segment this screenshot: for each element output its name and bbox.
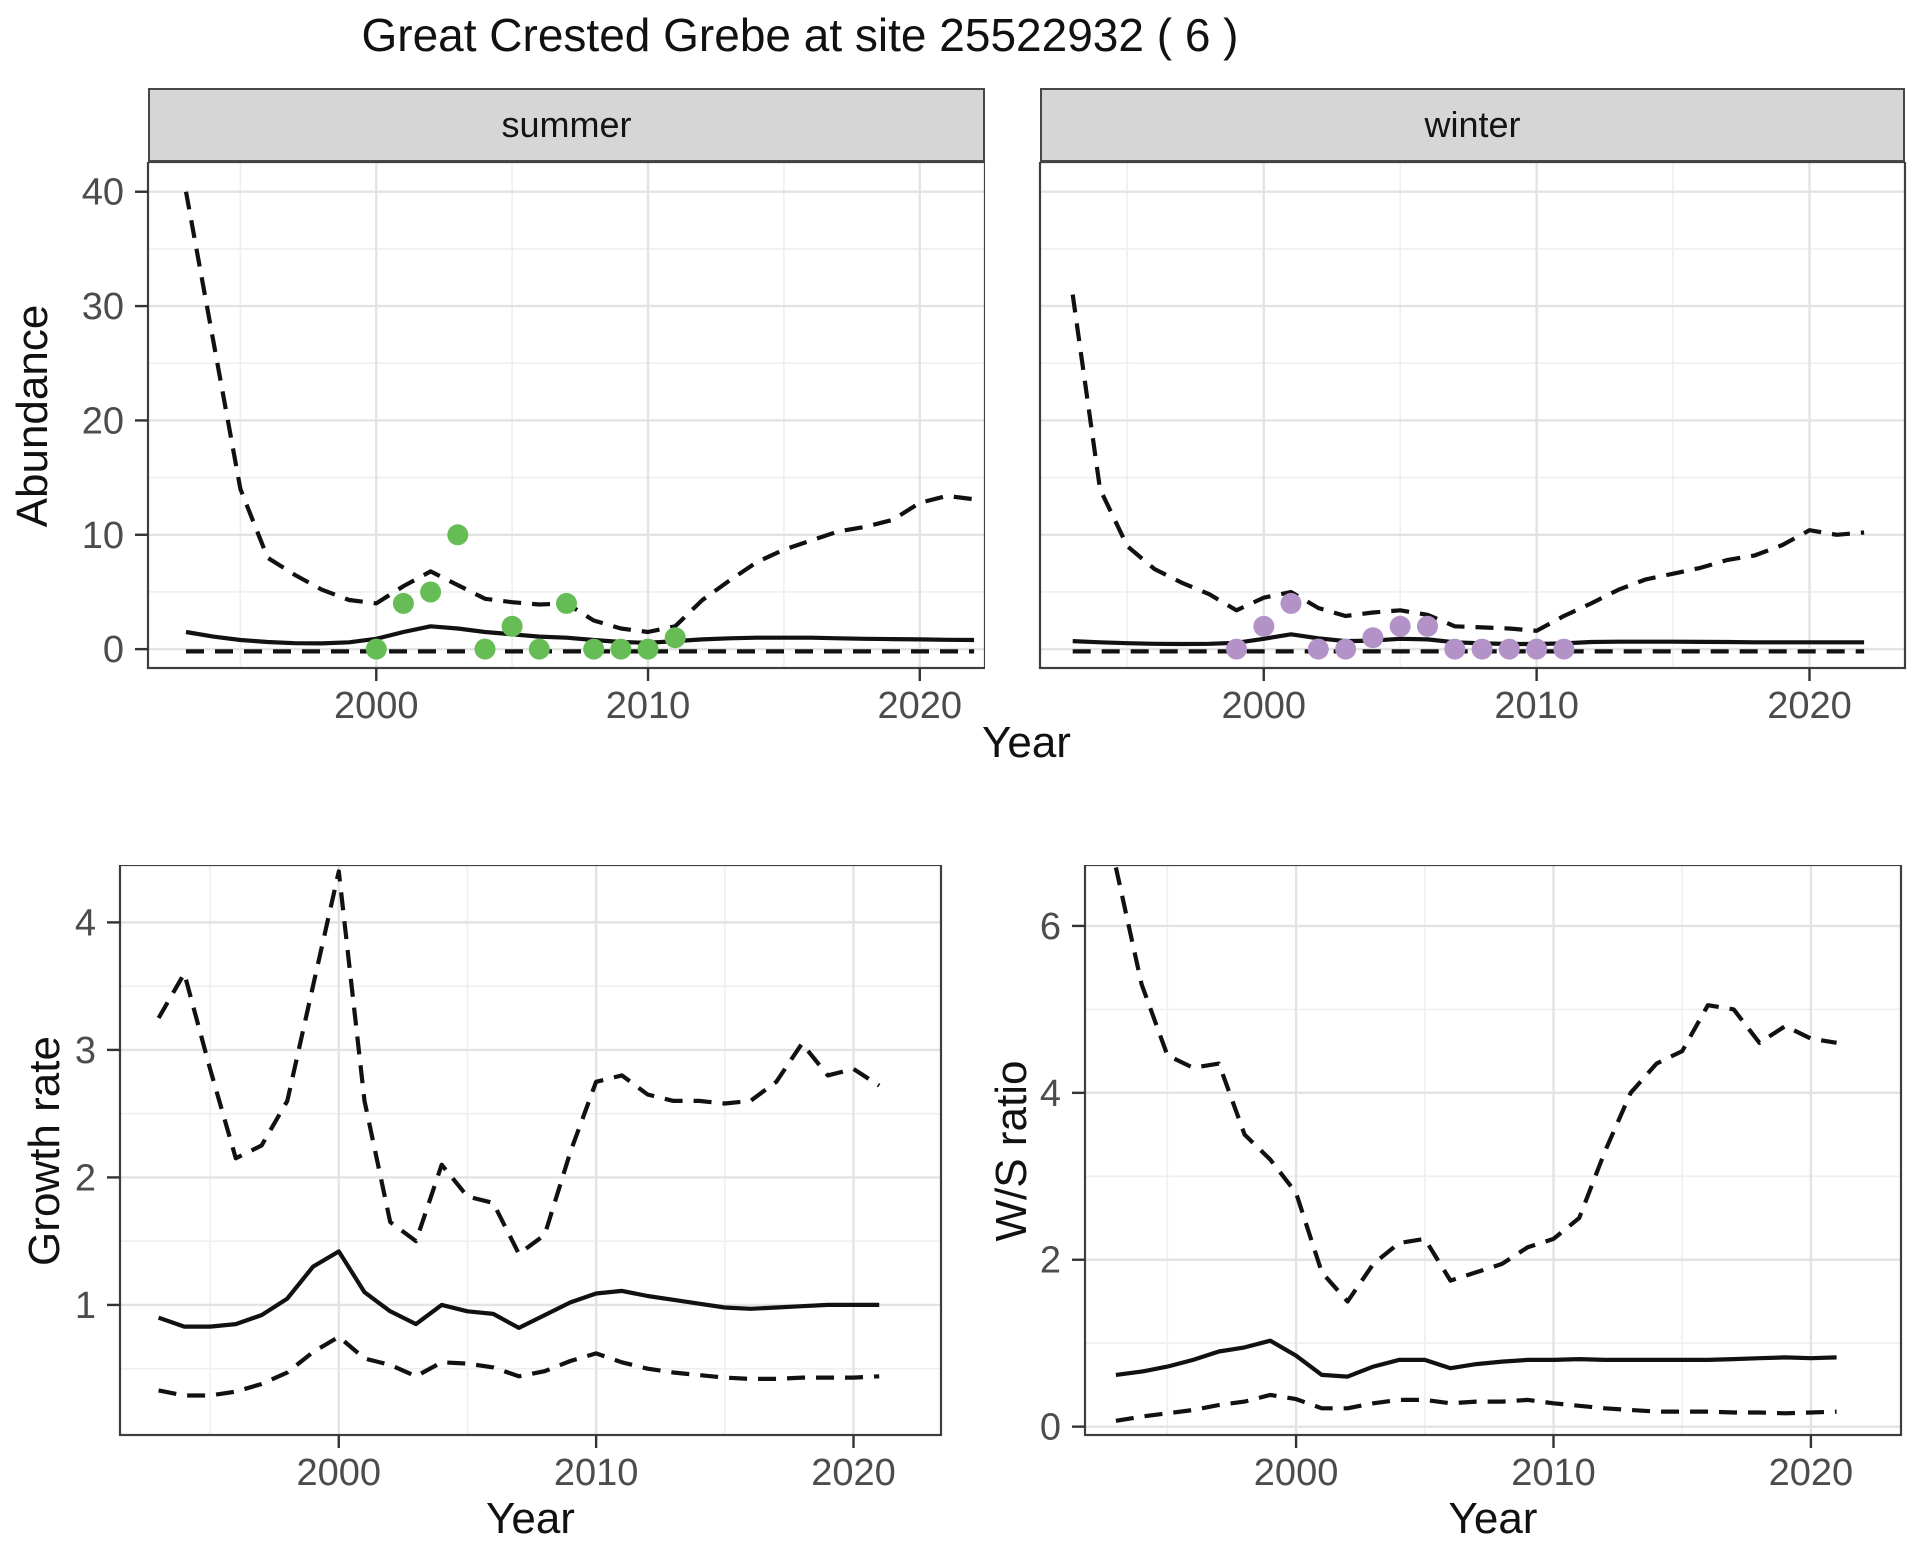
observation-point [1389, 615, 1411, 637]
series-median-solid-line [1115, 1338, 1837, 1379]
panel-abundance-summer: 2000 2010 2020 0 10 20 30 40 [82, 162, 985, 727]
panel-growth-rate: 2000 2010 2020 1 2 3 4 [75, 865, 943, 1494]
series-upper-credible-dashed-line [156, 869, 881, 1256]
observation-point [420, 581, 442, 603]
series-median-solid-line [157, 1249, 880, 1330]
x-axis-title-growth-rate: Year [486, 1494, 575, 1543]
y-tick-label: 0 [1040, 1407, 1061, 1449]
x-tick-label: 2010 [606, 685, 691, 727]
observation-point [528, 638, 550, 660]
x-tick-label: 2020 [811, 1452, 896, 1494]
x-axis-title-ws-ratio: Year [1448, 1494, 1538, 1543]
x-axis-title-abundance: Year [982, 718, 1071, 767]
x-tick-label: 2000 [1221, 685, 1306, 727]
series-median-solid-line [1072, 632, 1865, 647]
x-tick-label: 2000 [334, 685, 419, 727]
series-lower-credible-dashed-line [158, 1334, 880, 1398]
facet-strip-summer-label: summer [501, 104, 632, 145]
x-tick-label: 2010 [1511, 1452, 1596, 1494]
observation-point [583, 638, 605, 660]
observation-point [501, 615, 523, 637]
observation-point [1335, 638, 1357, 660]
observation-point [1307, 638, 1329, 660]
observation-point [474, 638, 496, 660]
observation-point [1498, 638, 1520, 660]
panel-border [146, 162, 985, 670]
facet-strip-winter-label: winter [1424, 104, 1521, 145]
x-tick-label: 2020 [878, 685, 963, 727]
y-tick-label: 1 [75, 1285, 96, 1327]
panel-ws-ratio: 2000 2010 2020 0 2 4 6 [1040, 865, 1903, 1494]
y-tick-label: 30 [82, 286, 124, 328]
observation-point [1253, 615, 1275, 637]
series-lower-credible-dashed-line [1115, 1392, 1837, 1423]
panel-abundance-winter: 2000 2010 2020 [1038, 162, 1907, 727]
x-tick-label: 2000 [1254, 1452, 1339, 1494]
x-tick-label: 2020 [1769, 1452, 1854, 1494]
y-tick-label: 40 [82, 172, 124, 214]
observation-point [556, 592, 577, 614]
observation-point [365, 638, 387, 660]
series-upper-credible-dashed-line [1113, 867, 1837, 1304]
y-tick-label: 4 [75, 902, 96, 944]
observation-point [447, 524, 469, 546]
panel-border [118, 865, 943, 1437]
x-tick-label: 2010 [1494, 685, 1579, 727]
observation-point [664, 627, 686, 649]
observation-point [1553, 638, 1575, 660]
panel-background [148, 162, 985, 668]
x-tick-label: 2000 [296, 1452, 381, 1494]
chart-title: Great Crested Grebe at site 25522932 ( 6… [361, 9, 1239, 61]
y-tick-label: 20 [82, 400, 124, 442]
x-tick-label: 2010 [554, 1452, 639, 1494]
observation-point [392, 592, 414, 614]
y-tick-label: 0 [103, 629, 124, 671]
y-tick-label: 3 [75, 1030, 96, 1072]
y-tick-label: 2 [75, 1157, 96, 1199]
y-tick-label: 4 [1040, 1073, 1061, 1115]
x-tick-label: 2020 [1767, 685, 1852, 727]
observation-point [637, 638, 659, 660]
observation-point [1362, 627, 1384, 649]
observation-point [1526, 638, 1548, 660]
panel-border [1038, 162, 1907, 670]
panel-background [1085, 865, 1901, 1435]
y-tick-label: 2 [1040, 1240, 1061, 1282]
observation-point [1444, 638, 1466, 660]
y-axis-title-abundance: Abundance [8, 304, 57, 528]
facet-strip-winter: winter [1040, 88, 1905, 162]
observation-point [1417, 615, 1438, 637]
series-median-solid-line [185, 624, 975, 646]
observation-point [1226, 638, 1247, 660]
series-upper-credible-dashed-line [1070, 294, 1865, 633]
panel-border [1083, 865, 1903, 1437]
observation-point [1280, 592, 1302, 614]
y-tick-label: 10 [82, 515, 124, 557]
facet-strip-summer: summer [148, 88, 985, 162]
panel-background [120, 865, 941, 1435]
observation-point [610, 638, 632, 660]
y-tick-label: 6 [1040, 906, 1061, 948]
observation-point [1471, 638, 1493, 660]
